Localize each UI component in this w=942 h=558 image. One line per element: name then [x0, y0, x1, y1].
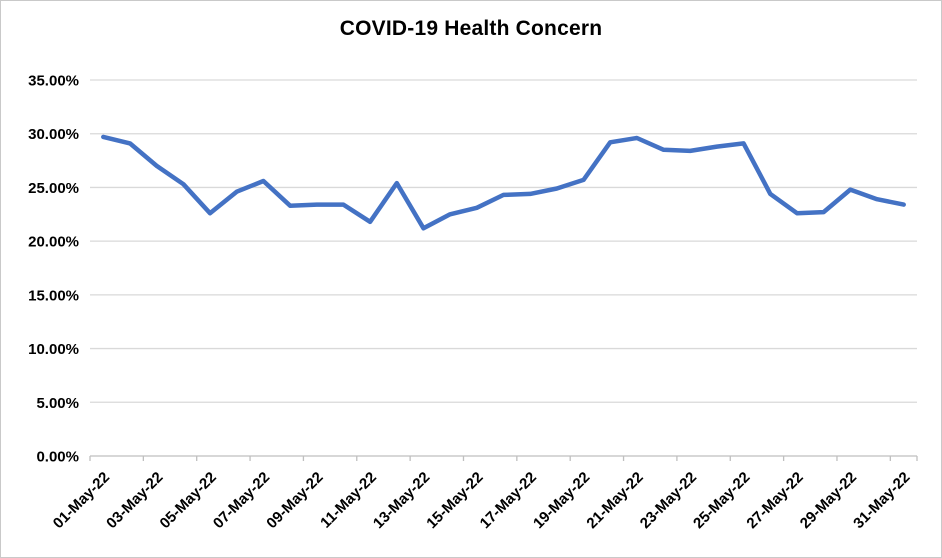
y-axis-label: 0.00%: [36, 449, 79, 466]
covid-concern-line-series: [101, 134, 906, 231]
x-axis-label: 17-May-22: [477, 469, 540, 532]
y-axis-label: 5.00%: [36, 395, 79, 412]
x-axis-label: 19-May-22: [530, 469, 593, 532]
x-axis-label: 23-May-22: [637, 469, 700, 532]
x-axis-label: 25-May-22: [690, 469, 753, 532]
y-axis-label: 35.00%: [28, 73, 79, 90]
y-axis-label: 25.00%: [28, 180, 79, 197]
x-axis-label: 11-May-22: [317, 469, 380, 532]
x-axis-label: 21-May-22: [583, 469, 646, 532]
x-axis-label: 09-May-22: [263, 469, 326, 532]
x-axis-label: 01-May-22: [50, 469, 113, 532]
x-axis-label: 03-May-22: [103, 469, 166, 532]
y-axis-label: 30.00%: [28, 126, 79, 143]
y-axis-label: 15.00%: [28, 287, 79, 304]
y-axis-label: 20.00%: [28, 234, 79, 251]
x-axis-label: 05-May-22: [157, 469, 220, 532]
x-axis-label: 15-May-22: [423, 469, 486, 532]
x-axis-label: 07-May-22: [210, 469, 273, 532]
y-axis-label: 10.00%: [28, 341, 79, 358]
x-axis-label: 31-May-22: [850, 469, 913, 532]
x-axis-label: 29-May-22: [797, 469, 860, 532]
x-axis-label: 13-May-22: [370, 469, 433, 532]
x-axis-label: 27-May-22: [743, 469, 806, 532]
chart-title: COVID-19 Health Concern: [339, 17, 603, 40]
